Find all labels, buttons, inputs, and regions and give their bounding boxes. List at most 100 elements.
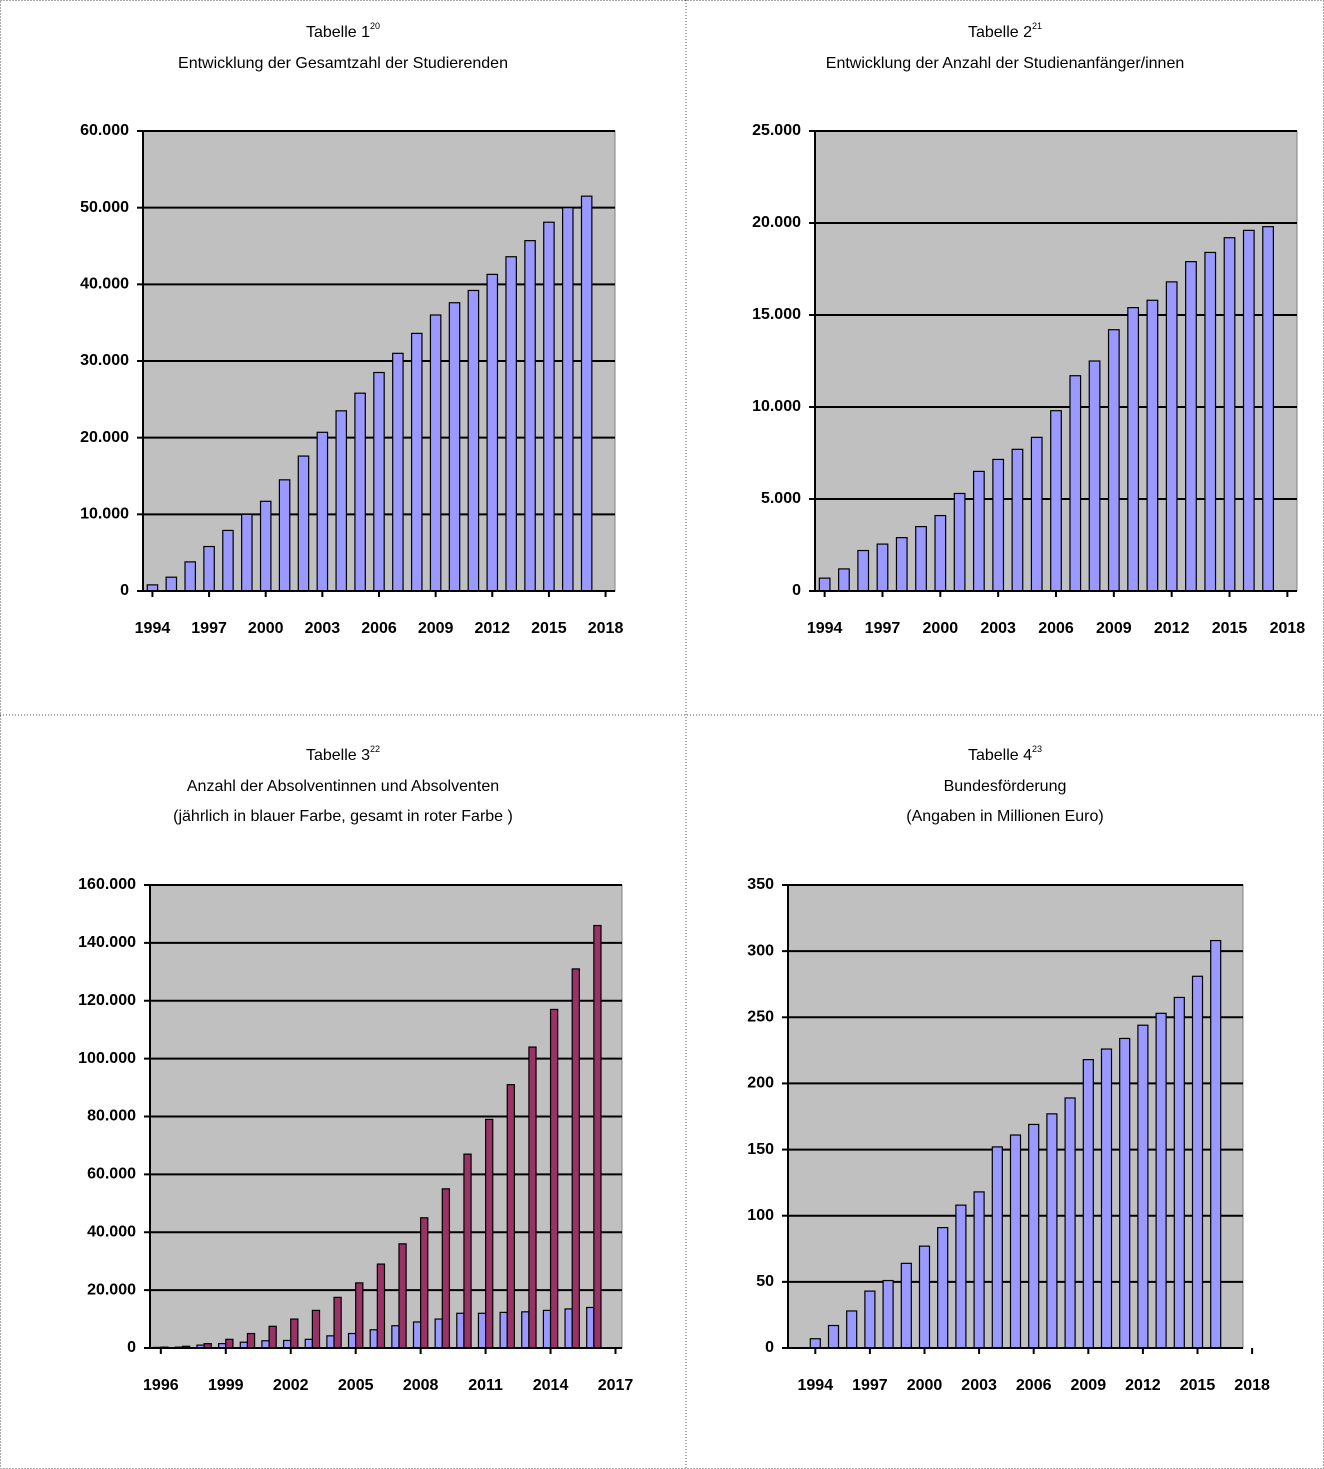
- bar: [222, 529, 234, 592]
- bar: [506, 1084, 515, 1349]
- bar: [373, 371, 385, 592]
- x-tick-label: 1997: [191, 620, 227, 637]
- bar: [528, 1046, 537, 1349]
- bar: [347, 1332, 357, 1349]
- y-tick-label: 120.000: [78, 992, 136, 1009]
- bar: [524, 240, 536, 592]
- title-text: Tabelle 2: [968, 24, 1032, 41]
- y-tick-label: 50.000: [80, 199, 129, 216]
- y-tick-label: 300: [747, 942, 774, 959]
- title-text: Tabelle 3: [306, 747, 370, 764]
- x-tick-label: 2008: [403, 1377, 439, 1394]
- chart-title: Tabelle 120: [306, 21, 380, 41]
- chart-title: Tabelle 423: [968, 744, 1042, 764]
- x-tick-label: 1999: [208, 1377, 244, 1394]
- y-tick-label: 0: [120, 582, 129, 599]
- bar: [463, 1153, 472, 1349]
- bar: [915, 525, 927, 592]
- bar: [818, 577, 831, 592]
- bar: [184, 561, 196, 592]
- chart-subtitle: Entwicklung der Anzahl der Studienanfäng…: [826, 55, 1184, 72]
- bar: [467, 289, 480, 592]
- y-tick-label: 60.000: [80, 122, 129, 139]
- footnote-mark: 22: [370, 744, 380, 754]
- y-tick-label: 100: [747, 1207, 774, 1224]
- x-tick-label: 1994: [798, 1377, 834, 1394]
- bar: [225, 1338, 234, 1349]
- bar: [326, 1335, 335, 1349]
- x-tick-label: 2018: [588, 620, 624, 637]
- bar: [290, 1318, 299, 1349]
- y-tick-label: 50: [756, 1273, 774, 1290]
- chart-title: Tabelle 322: [306, 744, 380, 764]
- bar: [900, 1262, 912, 1349]
- y-tick-label: 150: [747, 1141, 774, 1158]
- bar: [441, 1188, 451, 1349]
- y-tick-label: 25.000: [752, 122, 801, 139]
- bar: [429, 314, 442, 592]
- x-tick-label: 2006: [361, 620, 397, 637]
- bar: [241, 513, 253, 592]
- y-tick-label: 40.000: [87, 1223, 136, 1240]
- bar: [355, 1282, 364, 1349]
- bar: [1204, 251, 1217, 592]
- bar: [333, 1296, 342, 1349]
- bar: [376, 1263, 386, 1349]
- bar: [593, 924, 602, 1349]
- bar: [895, 537, 908, 592]
- x-tick-label: 2014: [533, 1377, 569, 1394]
- bar: [543, 221, 555, 592]
- bar: [398, 1243, 407, 1349]
- y-tick-label: 80.000: [87, 1108, 136, 1125]
- bar: [864, 1290, 876, 1349]
- bar: [1107, 329, 1120, 592]
- bar: [857, 549, 870, 592]
- chart-subtitle: Bundesförderung: [944, 778, 1067, 795]
- bar: [1100, 1048, 1113, 1349]
- bar: [1191, 975, 1204, 1349]
- bar: [1165, 281, 1178, 592]
- chart-subtitle: (Angaben in Millionen Euro): [906, 808, 1103, 825]
- bar: [505, 256, 517, 592]
- bar: [304, 1338, 313, 1349]
- bar: [354, 392, 366, 592]
- bar: [992, 458, 1005, 592]
- y-tick-label: 0: [765, 1339, 774, 1356]
- x-tick-label: 2017: [598, 1377, 634, 1394]
- bar: [392, 352, 404, 592]
- bar: [420, 1217, 429, 1349]
- bar: [1009, 1134, 1022, 1349]
- bar: [282, 1339, 292, 1349]
- footnote-mark: 20: [370, 21, 380, 31]
- x-tick-label: 2000: [923, 620, 959, 637]
- bar: [1210, 939, 1222, 1349]
- bar: [335, 410, 348, 592]
- x-tick-label: 2015: [531, 620, 567, 637]
- bar: [1030, 436, 1043, 592]
- bar: [165, 576, 178, 592]
- y-tick-label: 100.000: [78, 1050, 136, 1067]
- x-tick-label: 2009: [1071, 1377, 1107, 1394]
- bar: [955, 1204, 967, 1349]
- x-tick-label: 1997: [865, 620, 901, 637]
- bar: [827, 1324, 840, 1349]
- bar: [1185, 261, 1197, 592]
- bar: [1137, 1024, 1149, 1349]
- title-text: Tabelle 4: [968, 747, 1032, 764]
- bar: [542, 1309, 552, 1349]
- bar: [434, 1318, 443, 1349]
- bar: [1011, 448, 1024, 592]
- x-tick-label: 1994: [135, 620, 171, 637]
- bar: [571, 968, 580, 1349]
- x-tick-label: 1997: [852, 1377, 888, 1394]
- bar: [882, 1279, 894, 1349]
- bar: [1050, 410, 1062, 592]
- y-tick-label: 200: [747, 1075, 774, 1092]
- y-tick-label: 20.000: [87, 1281, 136, 1298]
- y-tick-label: 0: [127, 1339, 136, 1356]
- bar: [261, 1340, 270, 1349]
- bar: [316, 431, 329, 592]
- y-tick-label: 10.000: [80, 506, 129, 523]
- bar: [564, 1308, 573, 1349]
